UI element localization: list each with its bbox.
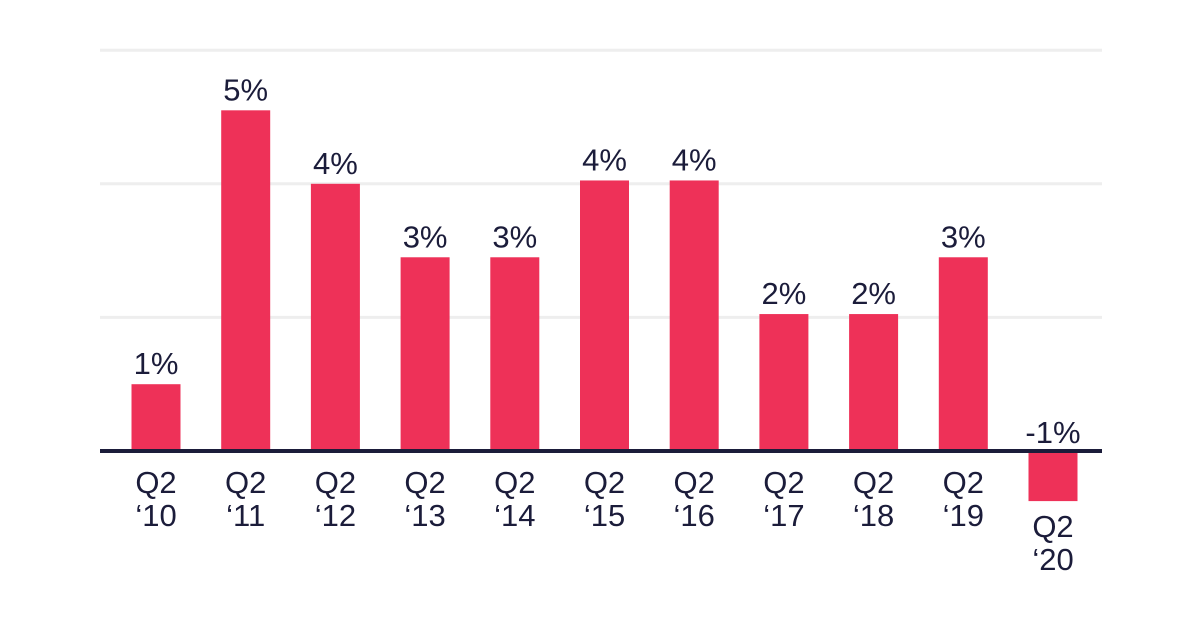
category-label: Q2 <box>943 465 984 500</box>
category-label: Q2 <box>315 465 356 500</box>
category-label: Q2 <box>1032 509 1073 544</box>
data-label: 3% <box>403 219 448 254</box>
bars <box>131 110 1078 502</box>
data-label: 2% <box>761 276 806 311</box>
category-label: ‘16 <box>674 498 715 533</box>
category-label: ‘14 <box>494 498 535 533</box>
data-label: 4% <box>672 142 717 177</box>
bar <box>849 314 899 451</box>
data-label: 1% <box>134 346 179 381</box>
data-labels: 1% 5% 4% 3% 3% 4% 4% 2% 2% 3% -1% <box>134 72 1081 450</box>
data-label: 2% <box>851 276 896 311</box>
category-label: Q2 <box>674 465 715 500</box>
category-label: ‘17 <box>763 498 804 533</box>
data-label: 3% <box>492 219 537 254</box>
category-label: Q2 <box>584 465 625 500</box>
bar <box>400 257 450 451</box>
data-label: -1% <box>1025 415 1080 450</box>
bar <box>310 183 360 452</box>
category-label: Q2 <box>225 465 266 500</box>
bar <box>759 314 809 451</box>
bar <box>1028 451 1078 502</box>
bar <box>221 110 271 451</box>
category-label: Q2 <box>404 465 445 500</box>
data-label: 3% <box>941 219 986 254</box>
bar <box>490 257 540 451</box>
bar <box>938 257 988 451</box>
bar <box>131 384 181 451</box>
category-labels: Q2‘10Q2‘11Q2‘12Q2‘13Q2‘14Q2‘15Q2‘16Q2‘17… <box>135 465 1073 577</box>
category-label: ‘18 <box>853 498 894 533</box>
category-label: ‘13 <box>404 498 445 533</box>
category-label: Q2 <box>853 465 894 500</box>
category-label: ‘19 <box>943 498 984 533</box>
category-label: Q2 <box>494 465 535 500</box>
bar <box>580 180 629 451</box>
data-label: 4% <box>313 146 358 181</box>
category-label: Q2 <box>763 465 804 500</box>
category-label: ‘12 <box>315 498 356 533</box>
data-label: 5% <box>223 72 268 107</box>
category-label: ‘15 <box>584 498 625 533</box>
category-label: ‘10 <box>135 498 176 533</box>
data-label: 4% <box>582 142 627 177</box>
category-label: ‘20 <box>1032 542 1073 577</box>
category-label: Q2 <box>135 465 176 500</box>
category-label: ‘11 <box>226 498 265 533</box>
bar <box>669 180 719 451</box>
